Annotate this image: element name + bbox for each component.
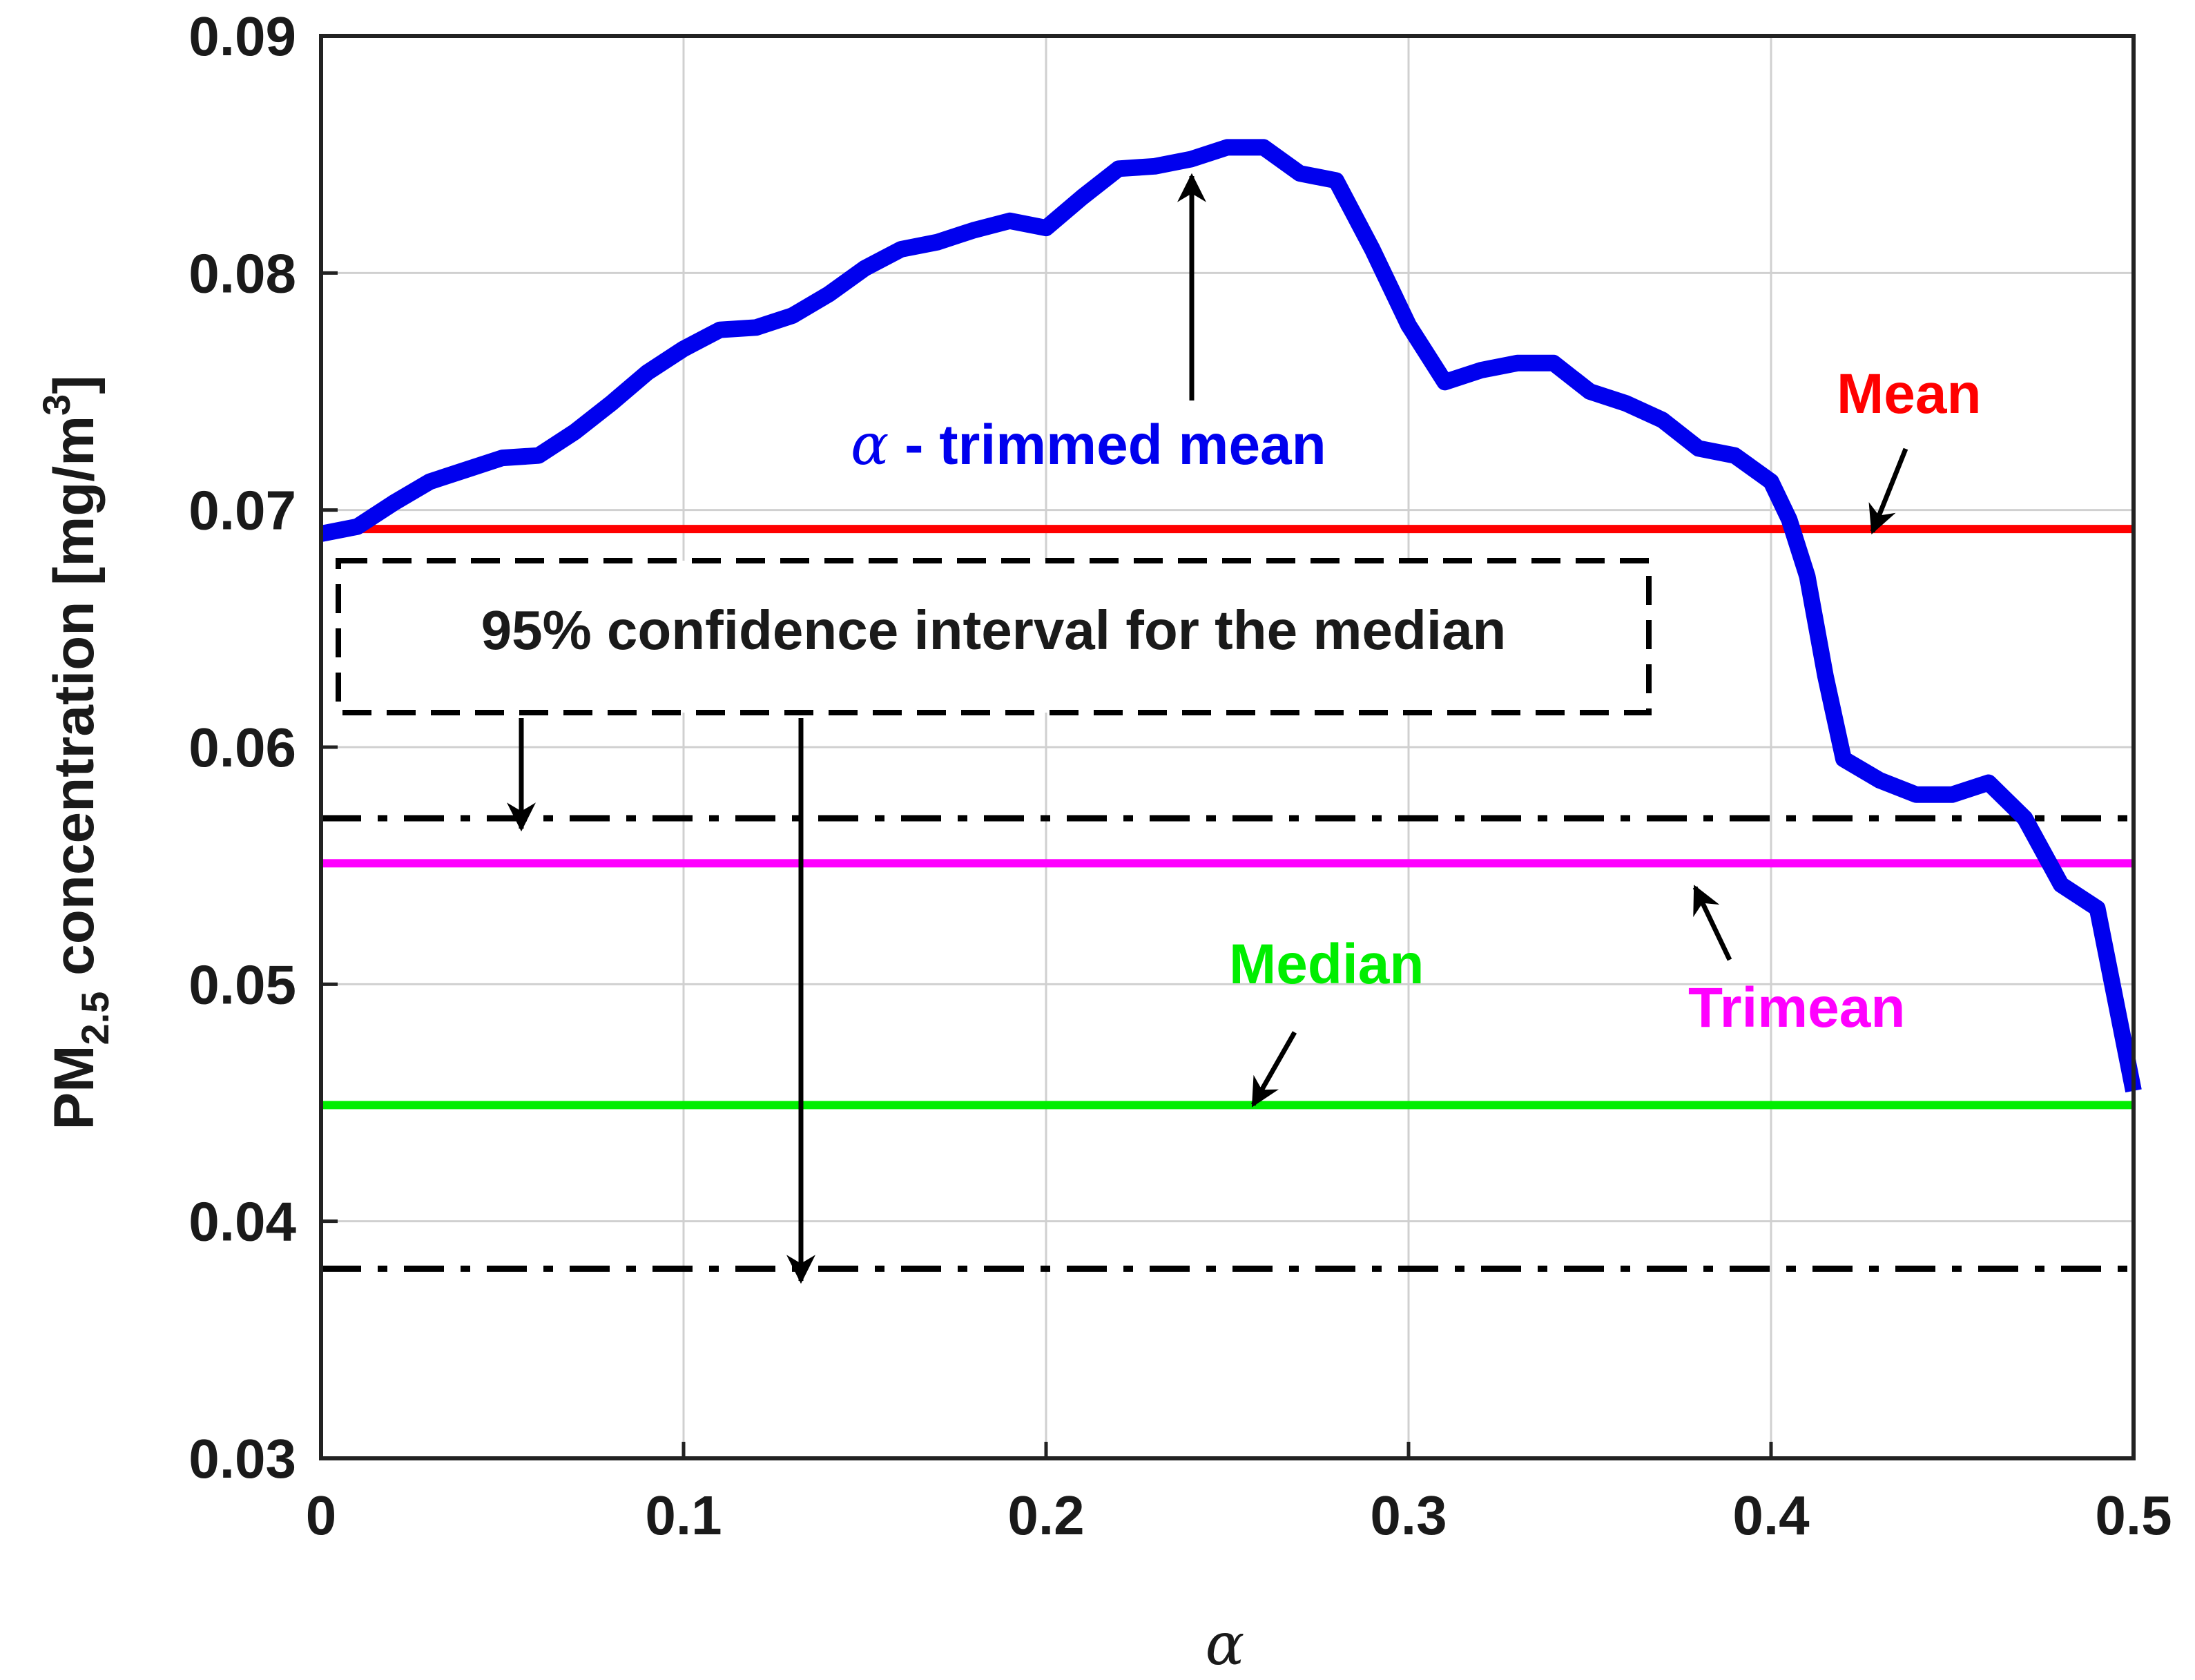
ci-box	[336, 558, 1652, 715]
x-tick-label: 0.2	[1007, 1485, 1084, 1546]
x-axis-label: α	[1206, 1610, 1245, 1678]
y-tick-label: 0.08	[188, 242, 296, 304]
x-tick-label: 0	[306, 1485, 337, 1546]
annotation-median: Median	[1229, 933, 1424, 996]
grid	[320, 35, 2135, 1460]
annotation-mean: Mean	[1837, 363, 1982, 425]
annotations: α - trimmed mean Mean Median Trimean 95%…	[336, 173, 1982, 1284]
y-tick-label: 0.09	[188, 6, 296, 67]
y-axis-ticks: 0.03 0.04 0.05 0.06 0.07 0.08 0.09	[188, 6, 338, 1489]
annotation-trimean: Trimean	[1688, 976, 1905, 1039]
y-tick-label: 0.04	[188, 1191, 296, 1253]
series-layer	[319, 139, 2142, 1093]
y-label-middle: concentration [mg/m	[43, 416, 106, 992]
y-label-subscript: 2.5	[73, 992, 117, 1045]
annotation-trimmed-mean: α - trimmed mean	[851, 412, 1326, 478]
y-label-superscript: 3	[35, 394, 78, 416]
annotation-ci-box: 95% confidence interval for the median	[481, 599, 1507, 661]
x-tick-label: 0.4	[1732, 1485, 1810, 1546]
arrow-mean	[1868, 447, 1908, 534]
y-label-prefix: PM	[43, 1045, 106, 1130]
arrow-median	[1250, 1031, 1297, 1108]
reference-lines	[321, 525, 2134, 1272]
series-line-trimmed-mean	[319, 139, 2142, 1093]
y-tick-label: 0.03	[188, 1428, 296, 1489]
x-axis-ticks: 0 0.1 0.2 0.3 0.4 0.5	[306, 1442, 2172, 1546]
x-tick-label: 0.5	[2095, 1485, 2172, 1546]
x-tick-label: 0.1	[645, 1485, 722, 1546]
annotation-trimmed-mean-greek: α	[851, 412, 889, 478]
y-tick-label: 0.07	[188, 480, 296, 541]
arrow-trimean	[1692, 885, 1732, 961]
y-axis-label: PM2.5 concentration [mg/m3]	[35, 375, 117, 1130]
annotation-trimmed-mean-text: - trimmed mean	[889, 414, 1326, 476]
y-tick-label: 0.05	[188, 954, 296, 1015]
y-label-suffix: ]	[43, 375, 106, 394]
x-tick-label: 0.3	[1370, 1485, 1447, 1546]
y-tick-label: 0.06	[188, 717, 296, 778]
